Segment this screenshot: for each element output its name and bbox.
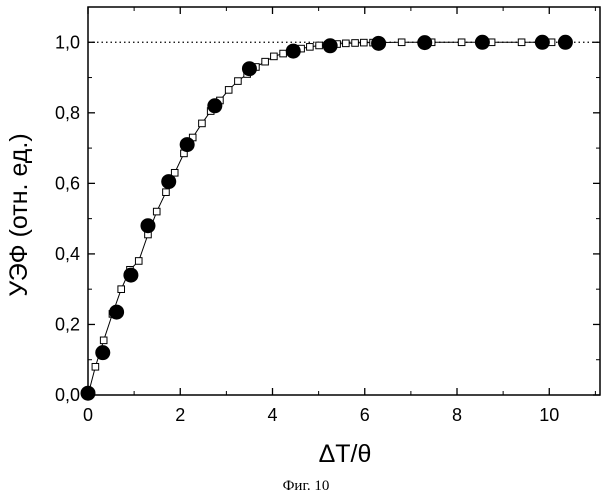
square-point	[271, 53, 278, 60]
y-tick-label: 1,0	[55, 32, 80, 52]
square-point	[316, 42, 323, 49]
circle-point	[558, 35, 573, 50]
square-point	[153, 208, 160, 215]
plot-border	[88, 7, 600, 395]
square-point	[225, 87, 232, 94]
y-tick-label: 0,4	[55, 244, 80, 264]
circle-point	[140, 218, 155, 233]
circle-point	[161, 174, 176, 189]
circle-point	[242, 61, 257, 76]
x-tick-label: 4	[267, 405, 277, 425]
figure-caption: Фиг. 10	[283, 478, 330, 494]
series-line	[88, 42, 552, 395]
circle-point	[207, 98, 222, 113]
square-point	[262, 58, 269, 65]
x-axis-title: ΔT/θ	[319, 440, 372, 468]
circle-point	[180, 137, 195, 152]
square-point	[235, 78, 242, 85]
x-tick-label: 10	[539, 405, 559, 425]
square-point	[92, 363, 99, 370]
square-point	[352, 40, 359, 47]
x-tick-label: 2	[175, 405, 185, 425]
circle-point	[286, 44, 301, 59]
circle-point	[371, 36, 386, 51]
y-axis-title: УЭФ (отн. ед.)	[5, 133, 33, 296]
square-point	[458, 39, 465, 46]
square-point	[135, 258, 142, 265]
series-squares	[85, 39, 555, 398]
circle-point	[417, 35, 432, 50]
x-tick-label: 6	[360, 405, 370, 425]
square-point	[343, 40, 350, 47]
circle-point	[323, 38, 338, 53]
x-tick-label: 8	[452, 405, 462, 425]
x-tick-label: 0	[83, 405, 93, 425]
circle-point	[95, 345, 110, 360]
series-layer	[81, 35, 573, 401]
square-point	[118, 286, 125, 293]
square-point	[163, 189, 170, 196]
square-point	[280, 50, 287, 57]
y-tick-label: 0,0	[55, 385, 80, 405]
square-point	[307, 44, 314, 51]
square-point	[100, 337, 107, 344]
square-point	[518, 39, 525, 46]
y-tick-label: 0,8	[55, 103, 80, 123]
circle-point	[535, 35, 550, 50]
y-tick-label: 0,6	[55, 173, 80, 193]
ticks-layer: 0 2 4 6 8 10 0,0 0,2 0,4 0,6 0,8 1,0	[55, 7, 600, 425]
square-point	[398, 39, 405, 46]
plot-frame	[88, 7, 600, 395]
square-point	[361, 39, 368, 46]
circle-point	[109, 305, 124, 320]
circle-point	[475, 35, 490, 50]
circle-point	[123, 268, 138, 283]
y-tick-label: 0,2	[55, 314, 80, 334]
square-point	[199, 120, 206, 127]
